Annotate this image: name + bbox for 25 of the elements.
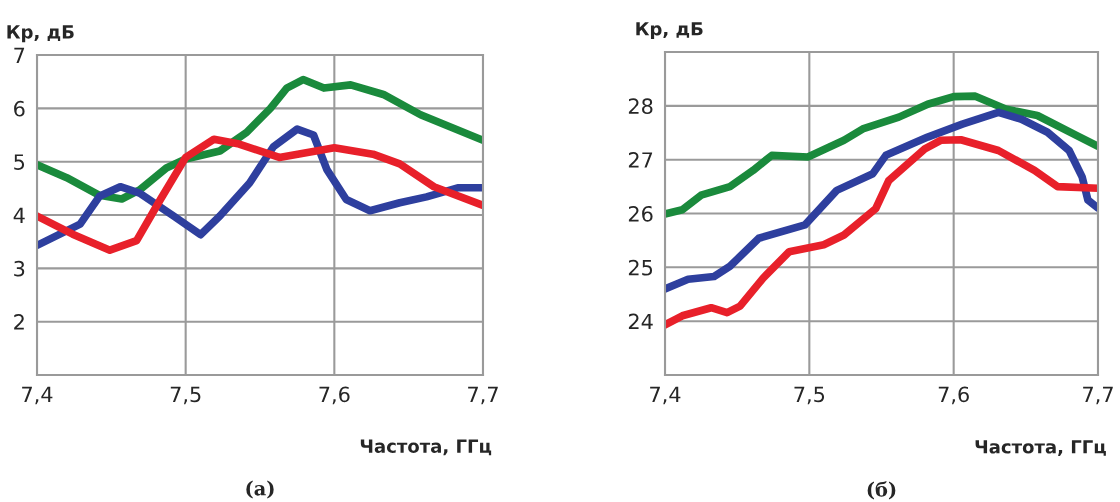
y-tick-label: 7	[14, 47, 25, 63]
y-tick-label: 27	[628, 152, 653, 168]
x-tick-label: 7,7	[1083, 386, 1113, 405]
y-axis-title: Кр, дБ	[636, 22, 703, 40]
y-tick-label: 28	[628, 98, 653, 115]
x-tick-label: 7,6	[319, 386, 350, 405]
x-tick-label: 7,5	[170, 386, 201, 405]
x-tick-label: 7,4	[650, 386, 681, 405]
x-axis-title: Частота, ГГц	[360, 439, 492, 456]
y-tick-label: 2	[14, 314, 24, 330]
y-tick-label: 24	[628, 313, 653, 330]
y-tick-label: 26	[628, 205, 653, 222]
text: (б)	[867, 481, 896, 500]
y-tick-label: 25	[628, 259, 653, 276]
x-tick-label: 7,4	[22, 386, 53, 405]
x-axis-title: Частота, ГГц	[975, 440, 1106, 456]
x-tick-label: 7,5	[794, 386, 825, 405]
x-tick-label: 7,6	[938, 386, 969, 405]
y-tick-label: 4	[13, 207, 25, 223]
y-tick-label: 5	[14, 154, 25, 170]
y-tick-label: 3	[14, 260, 25, 277]
y-tick-label: 6	[14, 100, 25, 117]
x-tick-label: 7,7	[468, 386, 498, 405]
text: (а)	[246, 480, 274, 499]
y-axis-title: Кр, дБ	[7, 25, 74, 43]
